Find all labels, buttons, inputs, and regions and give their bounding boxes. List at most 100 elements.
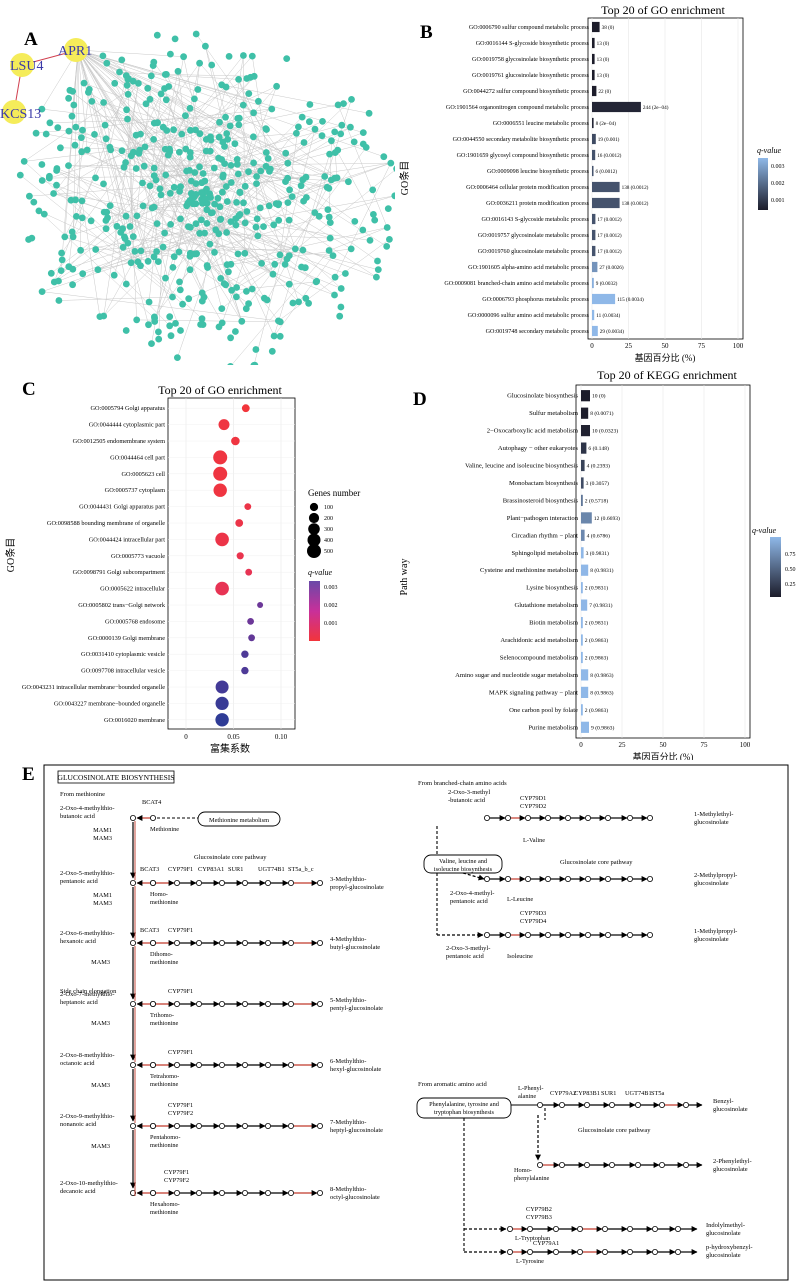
network-node (65, 263, 73, 271)
network-node (263, 296, 271, 304)
network-node (374, 266, 382, 273)
network-node (194, 86, 202, 93)
network-node (153, 31, 161, 39)
compound-node (129, 1000, 136, 1007)
network-node (216, 118, 223, 126)
pathway-label: L-Tryptophan (515, 1235, 551, 1242)
dot (248, 634, 256, 642)
dot (241, 666, 249, 675)
network-node (288, 193, 296, 201)
network-node (328, 137, 335, 145)
hub-node-lsu4 (10, 53, 34, 77)
dot (231, 436, 240, 446)
network-node (253, 180, 260, 188)
compound-node (683, 1161, 690, 1168)
network-node (285, 216, 293, 224)
product-label: heptyl-glucosinolate (330, 1127, 383, 1134)
pathway-label: Valine, leucine and (439, 858, 488, 865)
network-node (55, 277, 62, 285)
network-node (253, 215, 261, 223)
pathway-label: ST5a_b_c (288, 866, 314, 873)
network-node (110, 271, 118, 279)
network-node (248, 52, 256, 60)
network-node (140, 162, 148, 170)
network-node (32, 129, 40, 137)
network-node (167, 332, 175, 340)
bar-value-label: 16 (0.0012) (597, 152, 621, 159)
network-edge (56, 185, 203, 319)
network-node (153, 220, 161, 228)
category-label: GO:0043231 intracellular membrane−bounde… (22, 684, 165, 691)
network-node (274, 201, 282, 209)
network-node (178, 130, 186, 138)
product-label: glucosinolate (694, 936, 729, 943)
dot (215, 532, 229, 547)
network-node (311, 125, 319, 133)
network-node (166, 322, 174, 330)
chart-c-title: Top 20 of GO enrichment (158, 383, 282, 397)
product-label: 1-Methylpropyl- (694, 928, 737, 935)
network-node (155, 335, 163, 343)
network-node (207, 136, 215, 144)
compound-node (659, 1161, 666, 1168)
network-node (184, 199, 192, 207)
bar (581, 459, 585, 472)
chart-b-gridlines (591, 18, 739, 339)
network-node (165, 83, 173, 90)
network-node (209, 209, 216, 217)
compound-node (605, 931, 612, 938)
network-edge (221, 169, 395, 309)
dot (218, 419, 230, 431)
network-node (87, 217, 95, 225)
network-node (157, 90, 165, 98)
network-node (38, 177, 46, 184)
network-node (139, 202, 147, 210)
pathway-label: BCAT4 (142, 799, 162, 806)
network-node (102, 217, 110, 224)
category-label: GO:0005802 trans−Golgi network (78, 602, 166, 609)
compound-node (316, 1061, 323, 1068)
network-node (122, 159, 129, 166)
chart-b-bars: 38 (0) 13 (0) 13 (0) 13 (0) 22 (0) 244 (2e−04… (592, 21, 669, 337)
network-node (163, 71, 170, 78)
bar (581, 669, 589, 681)
compound-node (627, 1225, 634, 1232)
category-label: GO:0000139 Golgi membrane (88, 635, 165, 642)
compound-node (264, 1061, 271, 1068)
category-label: GO:0005622 intracellular (100, 586, 166, 593)
network-edge (237, 118, 299, 302)
network-node (336, 312, 344, 320)
network-node (319, 118, 326, 125)
chart-c-color-legend-title: q-value (308, 568, 332, 577)
network-node (145, 321, 152, 329)
network-edge (136, 76, 255, 217)
network-node (134, 258, 142, 266)
panel-label-e: E (22, 764, 35, 785)
network-node (35, 207, 43, 215)
chart-b-legend-title: q-value (757, 146, 781, 155)
pathway-label: CYP83B1 (574, 1090, 600, 1097)
network-node (271, 260, 279, 268)
network-edge (68, 130, 227, 187)
network-node (206, 240, 214, 248)
category-label: GO:0044431 Golgi apparatus part (79, 504, 165, 511)
compound-node (545, 931, 552, 938)
compound-node (264, 1189, 271, 1196)
network-node (192, 220, 200, 228)
acid-label: butanoic acid (60, 813, 96, 820)
bar-value-label: 2 (0.9863) (585, 637, 608, 644)
compound-node (652, 1225, 659, 1232)
panel-a-network: A APR1 LSU4 KCS13 (0, 29, 395, 365)
network-edge (77, 49, 149, 325)
compound-node (129, 880, 136, 887)
network-node (119, 243, 127, 251)
network-node (38, 161, 46, 168)
network-node (264, 155, 272, 162)
compound-node (129, 815, 136, 822)
pathway-label: glucosinolate (706, 1252, 741, 1259)
size-legend-dot (307, 544, 321, 558)
network-node (299, 246, 307, 254)
network-node (241, 219, 249, 227)
network-node (300, 139, 308, 146)
network-node (100, 180, 107, 188)
